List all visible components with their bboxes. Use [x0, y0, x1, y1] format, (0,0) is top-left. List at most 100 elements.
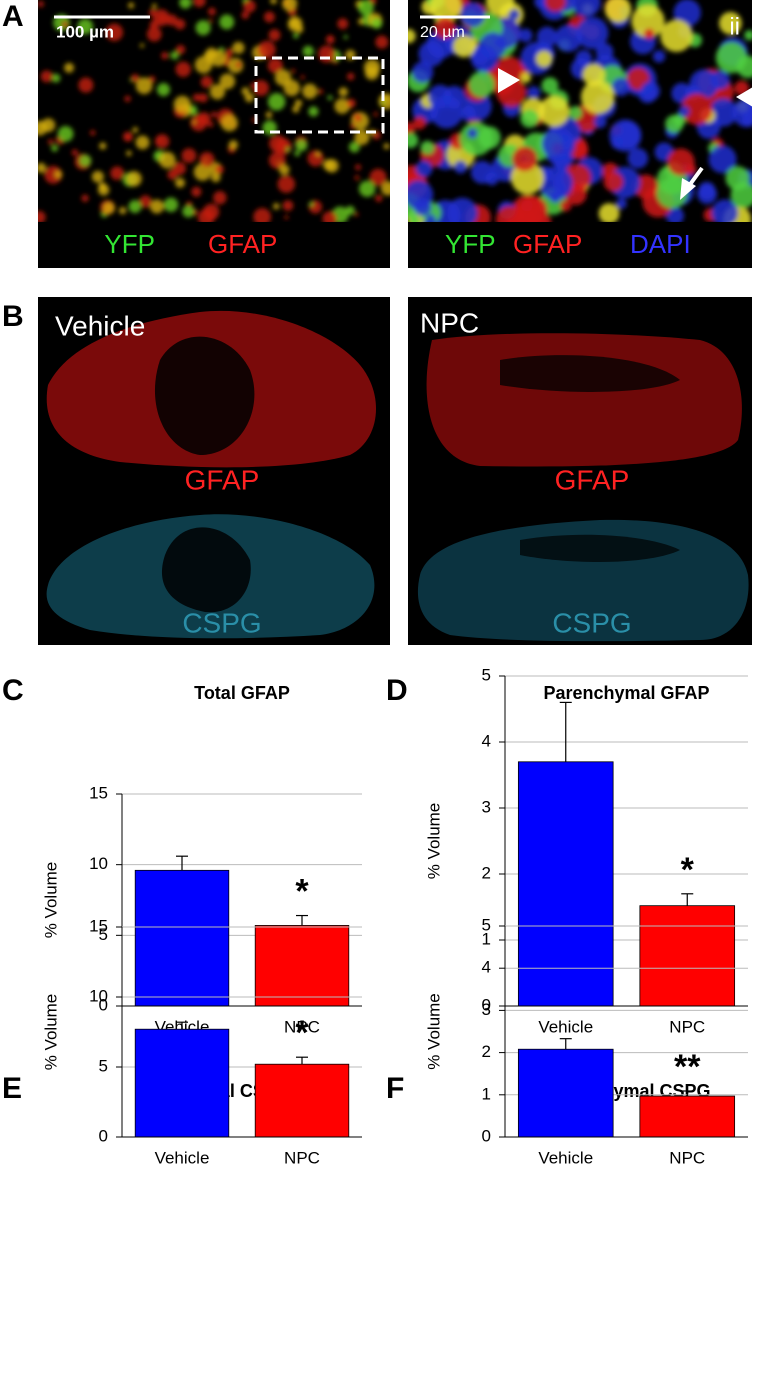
cell — [470, 44, 498, 72]
cell — [346, 98, 356, 108]
cell — [698, 181, 716, 199]
x-tick-label: NPC — [669, 1148, 705, 1167]
cell — [294, 99, 303, 107]
cell — [308, 201, 314, 207]
x-tick-label: Vehicle — [155, 1148, 210, 1167]
cell — [139, 195, 152, 208]
cell — [105, 23, 124, 42]
cell — [71, 149, 79, 156]
cell — [408, 29, 416, 44]
y-tick-label: 0 — [482, 1126, 491, 1145]
cell — [235, 61, 242, 68]
cell — [118, 206, 127, 215]
cell — [89, 130, 96, 136]
cell — [170, 51, 179, 60]
cell — [200, 75, 213, 89]
bar — [134, 1028, 230, 1138]
cell — [64, 62, 75, 73]
significance: * — [681, 851, 695, 889]
y-axis-label: % Volume — [41, 994, 60, 1071]
cell — [667, 148, 695, 176]
arrowhead — [498, 68, 520, 93]
cell — [241, 11, 250, 20]
cell — [78, 77, 94, 93]
cell — [282, 200, 294, 211]
lesion — [161, 527, 251, 613]
cell — [300, 75, 305, 80]
cell — [611, 77, 631, 97]
cell — [193, 163, 212, 181]
cell — [536, 26, 558, 48]
cell — [485, 0, 515, 16]
cell — [460, 2, 486, 28]
panel-letter: E — [2, 1072, 22, 1105]
cell — [554, 24, 582, 52]
cell — [274, 69, 292, 86]
cell — [257, 40, 276, 59]
cell — [719, 11, 742, 35]
cell — [194, 56, 213, 74]
stain-label: GFAP — [513, 229, 582, 259]
bar — [134, 869, 230, 1007]
stain-label: DAPI — [630, 229, 691, 259]
micrograph — [38, 0, 390, 222]
chart-title: Parenchymal GFAP — [543, 683, 709, 703]
lesion — [500, 355, 680, 392]
cell — [207, 121, 214, 128]
bar — [639, 905, 736, 1007]
cell — [38, 210, 46, 222]
cell — [191, 186, 202, 197]
cell — [54, 170, 63, 179]
cell — [453, 35, 476, 58]
cell — [40, 70, 53, 83]
cell — [126, 171, 142, 187]
y-tick-label: 2 — [482, 863, 491, 882]
cell — [307, 150, 324, 167]
cell — [265, 111, 273, 119]
cell — [128, 2, 135, 9]
cell — [380, 181, 390, 196]
cell — [293, 32, 299, 39]
cell — [343, 35, 348, 40]
cell — [287, 16, 303, 32]
cell — [302, 45, 314, 57]
cell — [334, 98, 350, 114]
y-tick-label: 15 — [89, 783, 108, 802]
arrow — [680, 178, 696, 200]
cell — [219, 14, 235, 30]
cell — [520, 72, 532, 83]
cell — [166, 14, 178, 26]
cell — [181, 148, 197, 163]
panel-title: NPC — [420, 307, 479, 338]
cell — [355, 164, 362, 171]
cell — [151, 3, 157, 9]
arrowhead — [736, 84, 758, 110]
cell — [278, 164, 290, 176]
cell — [348, 141, 360, 153]
cell — [571, 0, 601, 17]
y-tick-label: 4 — [482, 731, 491, 750]
lesion — [520, 534, 680, 562]
cell — [576, 16, 609, 50]
cell — [208, 18, 213, 23]
y-axis-label: % Volume — [424, 993, 443, 1070]
bar — [639, 1095, 736, 1138]
cell — [203, 203, 220, 220]
cell — [292, 105, 300, 113]
cell — [413, 116, 427, 130]
cell — [277, 175, 296, 193]
cell — [595, 43, 614, 61]
cell — [381, 100, 386, 105]
x-tick-label: NPC — [284, 1017, 320, 1036]
cell — [715, 42, 748, 74]
cell — [158, 151, 176, 169]
cell — [135, 135, 150, 150]
cell — [495, 206, 523, 222]
y-tick-label: 1 — [482, 929, 491, 948]
cell — [744, 30, 752, 41]
y-axis-label: % Volume — [424, 803, 443, 880]
cell — [139, 43, 145, 48]
cell — [354, 212, 359, 217]
cell — [678, 105, 690, 118]
cell — [285, 147, 291, 153]
